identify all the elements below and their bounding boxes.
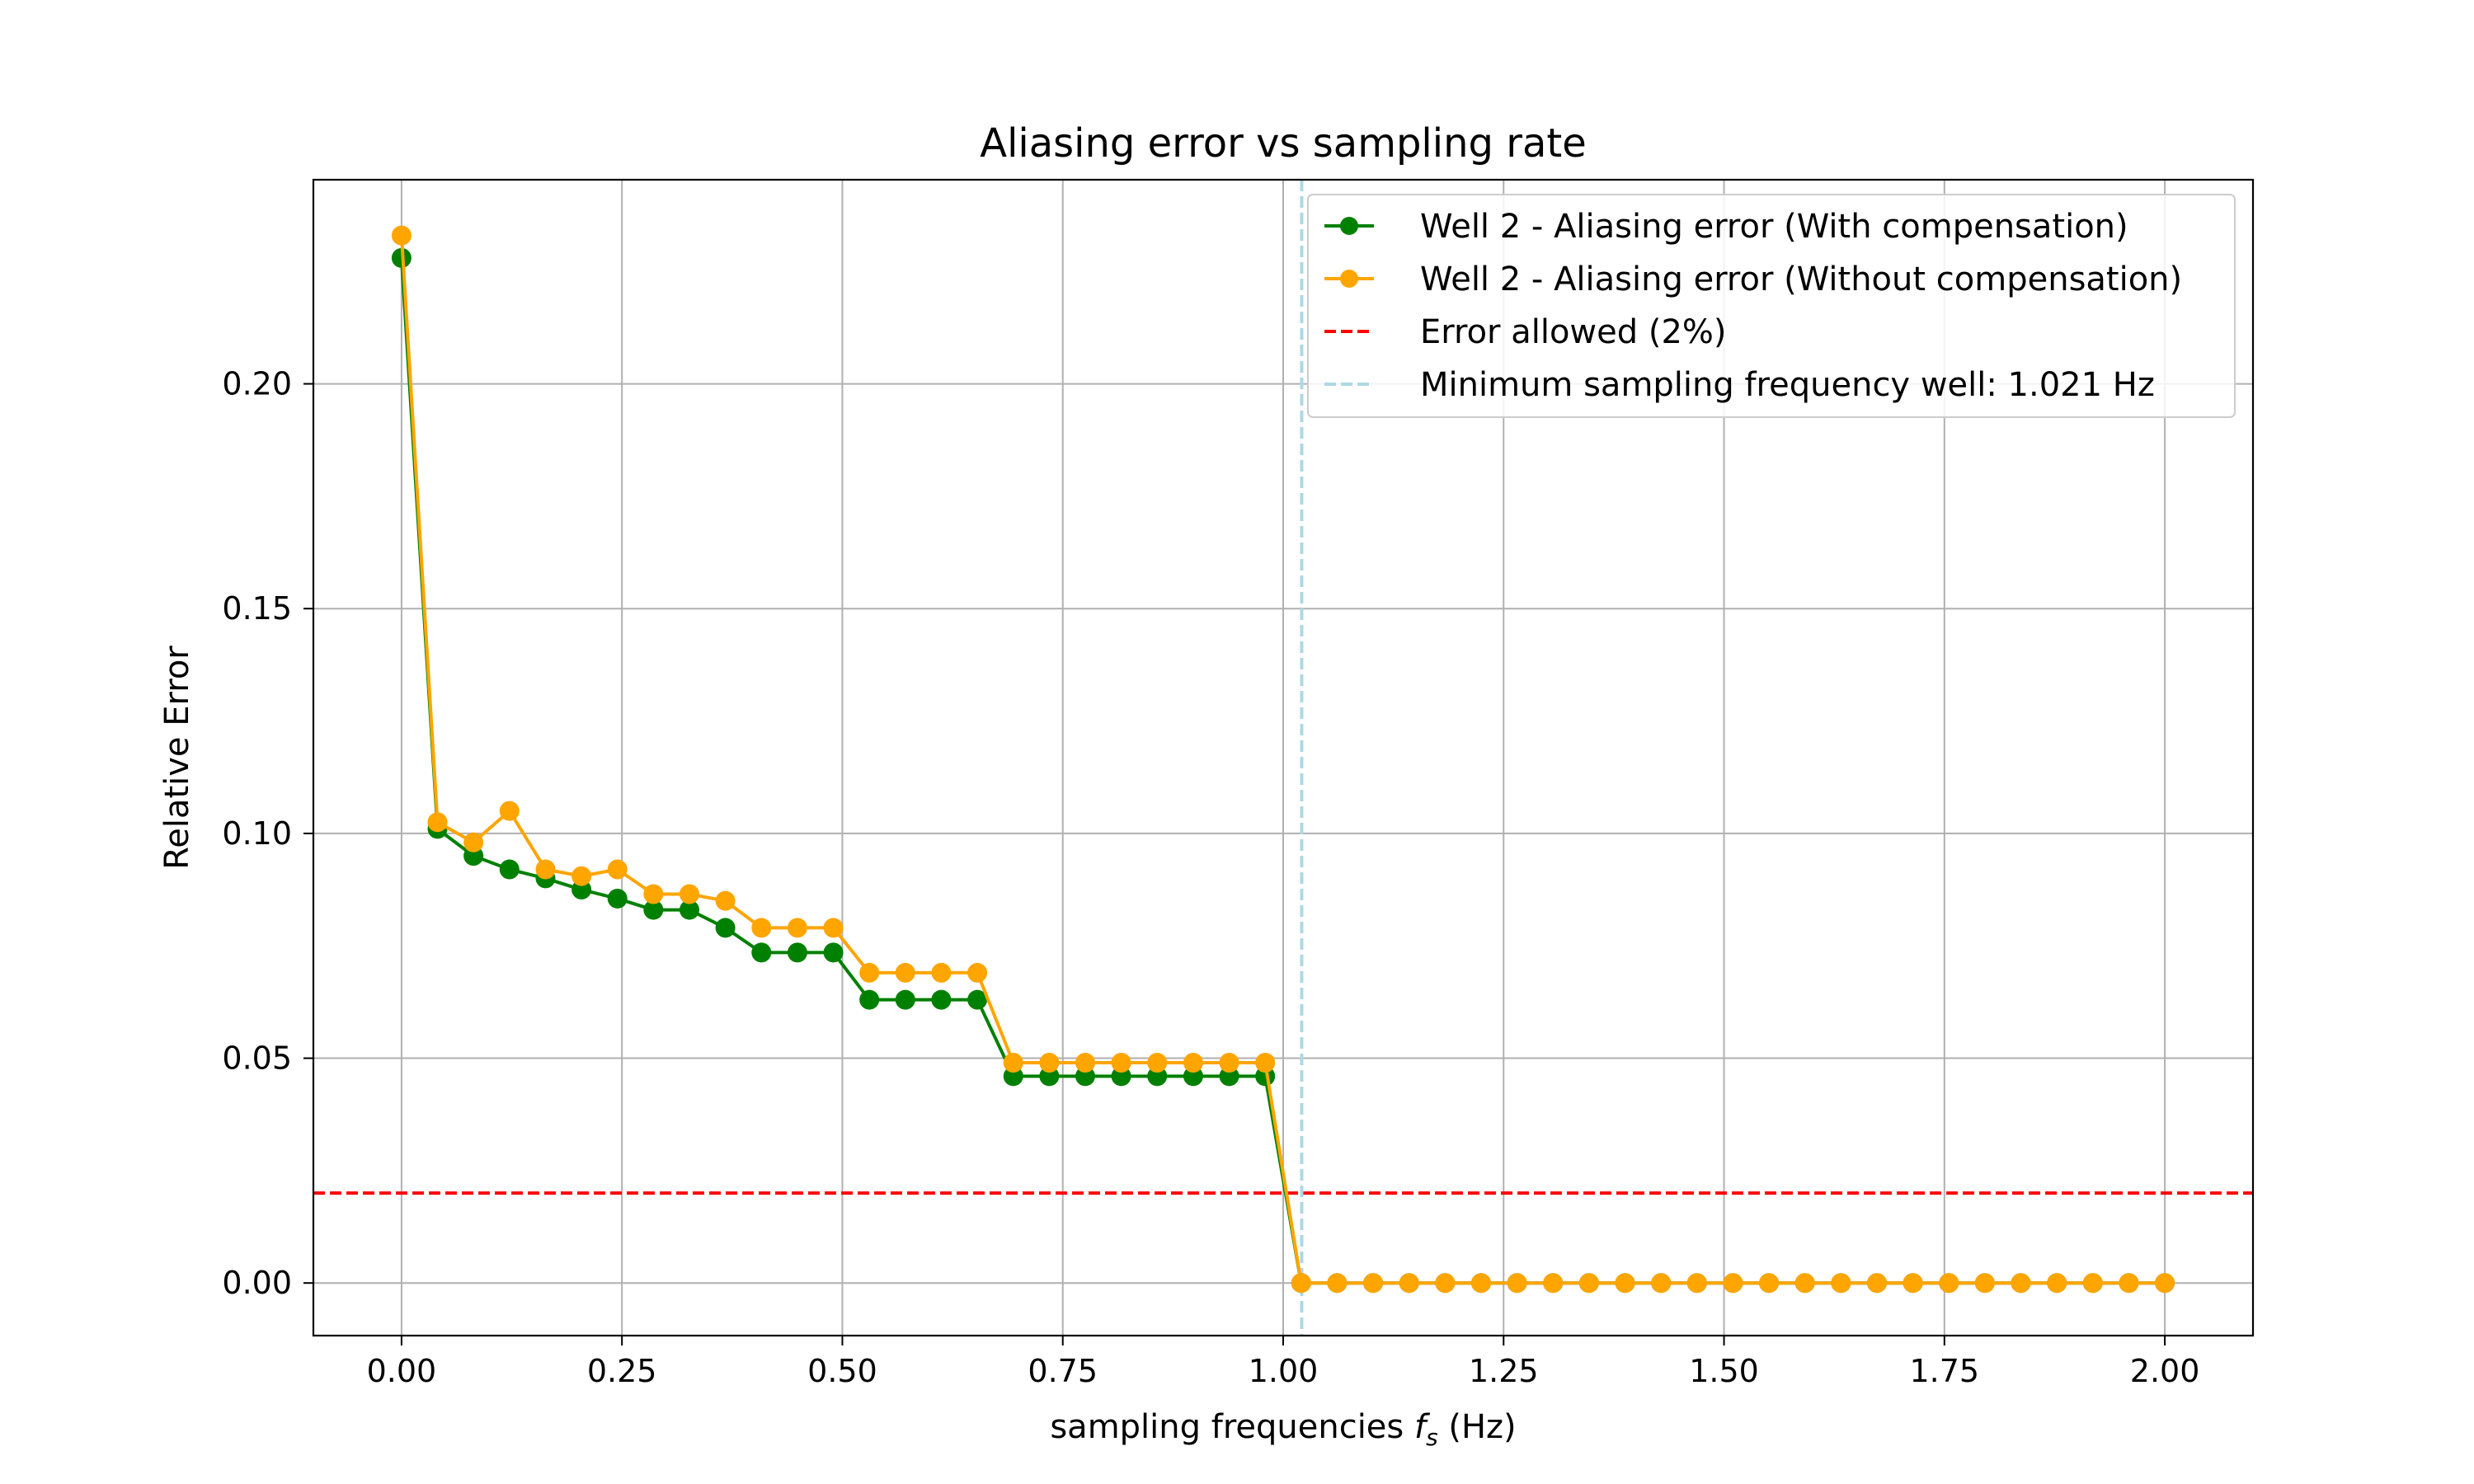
chart-title: Aliasing error vs sampling rate xyxy=(980,120,1587,167)
data-point-with-compensation xyxy=(607,888,628,909)
data-point-without-compensation xyxy=(1291,1273,1311,1294)
data-point-without-compensation xyxy=(1723,1273,1743,1294)
data-point-without-compensation xyxy=(1039,1052,1060,1073)
y-tick-label: 0.15 xyxy=(222,590,292,627)
legend-marker-with-compensation xyxy=(1340,217,1358,235)
data-point-without-compensation xyxy=(1075,1052,1095,1073)
data-point-without-compensation xyxy=(1003,1052,1023,1073)
data-point-without-compensation xyxy=(1327,1273,1348,1294)
plot-frame xyxy=(312,178,2255,1337)
data-point-with-compensation xyxy=(643,899,664,920)
data-point-without-compensation xyxy=(1759,1273,1780,1294)
data-point-without-compensation xyxy=(607,859,628,880)
x-tick-label: 0.75 xyxy=(1028,1353,1098,1389)
data-point-without-compensation xyxy=(751,918,772,938)
data-point-without-compensation xyxy=(1794,1273,1815,1294)
data-point-without-compensation xyxy=(643,884,664,904)
x-tick-label: 1.25 xyxy=(1469,1353,1539,1389)
data-point-without-compensation xyxy=(1111,1052,1131,1073)
data-point-without-compensation xyxy=(1867,1273,1888,1294)
x-axis-label-text: sampling frequencies xyxy=(1050,1408,1414,1446)
data-point-without-compensation xyxy=(2011,1273,2031,1294)
x-tick-label: 0.00 xyxy=(367,1353,437,1389)
data-point-without-compensation xyxy=(2155,1273,2175,1294)
y-tick-label: 0.00 xyxy=(222,1265,292,1301)
data-point-without-compensation xyxy=(823,918,844,938)
data-point-without-compensation xyxy=(571,866,592,886)
data-point-without-compensation xyxy=(1903,1273,1923,1294)
data-point-without-compensation xyxy=(1615,1273,1635,1294)
data-point-without-compensation xyxy=(1471,1273,1492,1294)
data-point-with-compensation xyxy=(895,989,915,1010)
data-point-with-compensation xyxy=(499,859,520,880)
x-axis-label: sampling frequencies fs (Hz) xyxy=(1050,1408,1516,1451)
y-axis-label: Relative Error xyxy=(158,646,196,870)
data-point-with-compensation xyxy=(679,899,699,920)
x-tick-label: 1.50 xyxy=(1689,1353,1759,1389)
data-point-with-compensation xyxy=(931,989,952,1010)
legend-box xyxy=(1307,194,2236,418)
data-point-without-compensation xyxy=(859,962,880,983)
x-axis-label-subscript: s xyxy=(1426,1424,1438,1451)
legend-label-min-sampling-frequency: Minimum sampling frequency well: 1.021 H… xyxy=(1420,366,2155,404)
data-point-without-compensation xyxy=(1686,1273,1707,1294)
data-point-without-compensation xyxy=(1578,1273,1599,1294)
series-without-compensation xyxy=(391,225,2175,1294)
data-point-without-compensation xyxy=(1183,1052,1203,1073)
reference-lines xyxy=(313,180,2253,1336)
y-tick-label: 0.05 xyxy=(222,1040,292,1077)
data-point-without-compensation xyxy=(1939,1273,1959,1294)
legend: Well 2 - Aliasing error (With compensati… xyxy=(1307,194,2236,418)
x-axis-label-unit: (Hz) xyxy=(1438,1408,1517,1446)
data-point-without-compensation xyxy=(427,812,448,833)
data-point-with-compensation xyxy=(967,989,988,1010)
x-tick-label: 2.00 xyxy=(2130,1353,2200,1389)
data-point-with-compensation xyxy=(859,989,880,1010)
data-point-without-compensation xyxy=(1147,1052,1168,1073)
axis-ticks: 0.00 0.25 0.50 0.75 1.00 1.25 1.50 1.75 2.00 0.00… xyxy=(222,366,2199,1389)
legend-label-error-allowed: Error allowed (2%) xyxy=(1420,313,1727,351)
legend-marker-without-compensation xyxy=(1340,270,1358,288)
data-point-without-compensation xyxy=(787,918,807,938)
data-point-with-compensation xyxy=(715,918,736,938)
data-point-without-compensation xyxy=(499,801,520,821)
data-point-without-compensation xyxy=(463,832,484,852)
legend-label-without-compensation: Well 2 - Aliasing error (Without compens… xyxy=(1420,261,2182,298)
data-point-with-compensation xyxy=(787,942,807,963)
series-layer xyxy=(391,225,2175,1294)
data-point-without-compensation xyxy=(1543,1273,1564,1294)
data-point-without-compensation xyxy=(391,225,412,246)
x-tick-label: 1.75 xyxy=(1910,1353,1980,1389)
x-tick-label: 0.25 xyxy=(587,1353,657,1389)
data-point-without-compensation xyxy=(1507,1273,1527,1294)
data-point-with-compensation xyxy=(823,942,844,963)
data-point-without-compensation xyxy=(931,962,952,983)
data-point-without-compensation xyxy=(2082,1273,2103,1294)
x-tick-label: 1.00 xyxy=(1249,1353,1319,1389)
data-point-without-compensation xyxy=(2119,1273,2139,1294)
data-point-without-compensation xyxy=(1255,1052,1276,1073)
data-point-without-compensation xyxy=(1399,1273,1419,1294)
data-point-without-compensation xyxy=(715,890,736,911)
y-tick-label: 0.20 xyxy=(222,366,292,402)
legend-label-with-compensation: Well 2 - Aliasing error (With compensati… xyxy=(1420,208,2128,246)
data-point-without-compensation xyxy=(1974,1273,1995,1294)
data-point-without-compensation xyxy=(967,962,988,983)
data-point-without-compensation xyxy=(1435,1273,1456,1294)
data-point-without-compensation xyxy=(1219,1052,1239,1073)
x-tick-label: 0.50 xyxy=(807,1353,877,1389)
data-point-without-compensation xyxy=(535,859,556,880)
data-point-with-compensation xyxy=(751,942,772,963)
data-point-without-compensation xyxy=(1831,1273,1851,1294)
data-point-without-compensation xyxy=(1363,1273,1384,1294)
data-point-without-compensation xyxy=(1651,1273,1672,1294)
y-tick-label: 0.10 xyxy=(222,815,292,852)
data-point-without-compensation xyxy=(895,962,915,983)
data-point-without-compensation xyxy=(679,884,699,904)
data-point-without-compensation xyxy=(2047,1273,2067,1294)
